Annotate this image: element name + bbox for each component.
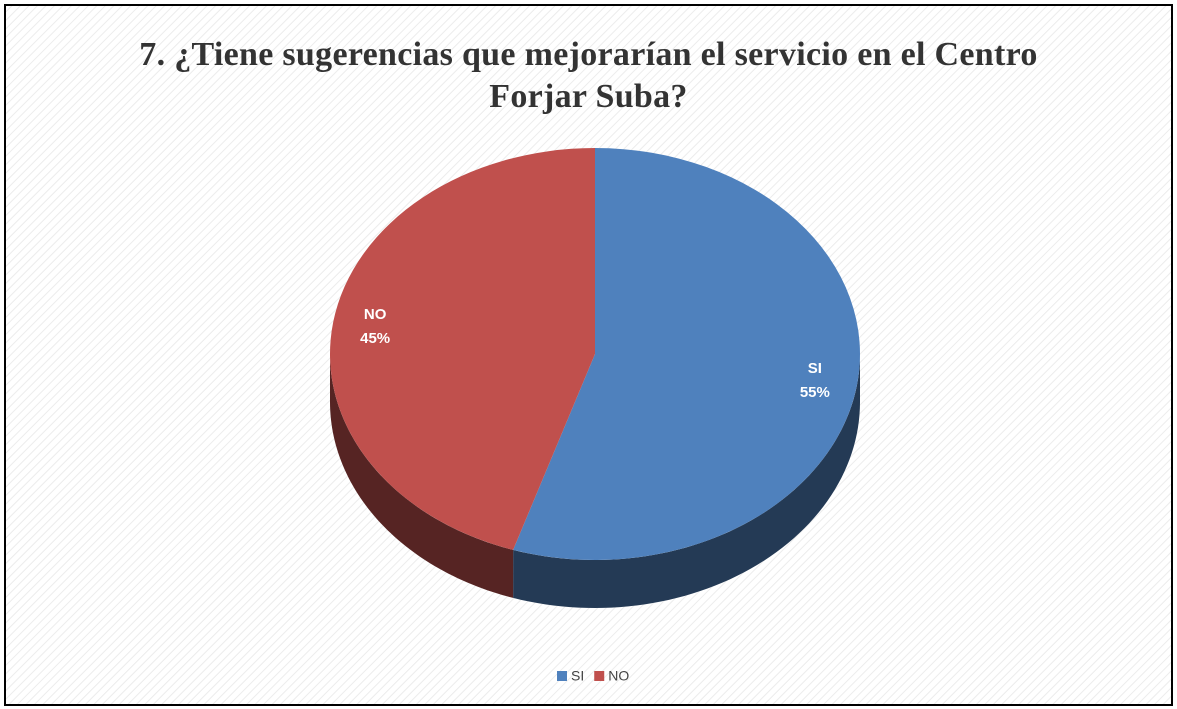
data-label-value: 45% xyxy=(360,330,390,347)
slice xyxy=(329,148,595,550)
data-label-category: NO xyxy=(364,306,387,323)
data-label-value: 55% xyxy=(800,384,830,401)
chart-title: 7. ¿Tiene sugerencias que mejorarían el … xyxy=(139,36,1038,115)
slice-side xyxy=(513,354,860,608)
legend-swatch xyxy=(557,671,567,681)
legend-label: SI xyxy=(571,668,584,684)
slice-side xyxy=(330,354,514,598)
slice xyxy=(513,148,860,560)
legend-label: NO xyxy=(608,668,629,684)
data-label-category: SI xyxy=(808,360,822,377)
legend-swatch xyxy=(594,671,605,681)
